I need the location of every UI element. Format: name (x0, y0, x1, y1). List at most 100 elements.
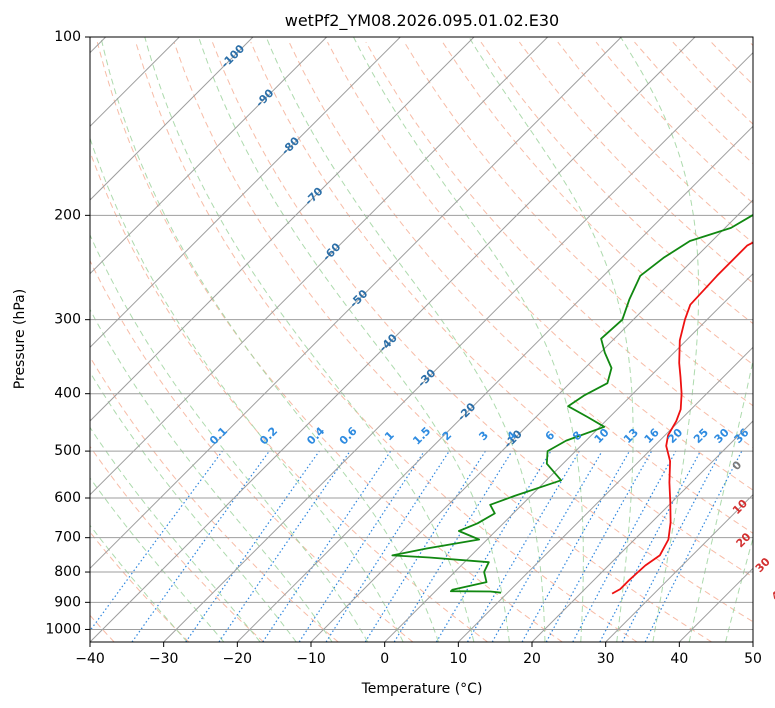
dry-adiabat (634, 41, 753, 165)
isotherm-line (90, 37, 401, 349)
isotherm-line (531, 420, 753, 642)
x-tick-label: −10 (296, 651, 326, 667)
dry-adiabat (710, 41, 753, 86)
moist-adiabat (688, 358, 753, 642)
dry-adiabat (90, 531, 190, 642)
moist-adiabat (144, 37, 475, 642)
y-axis-ticks: 100 200 300 400 500 600 700 800 900 1000 (45, 29, 90, 637)
moist-adiabat (620, 37, 700, 642)
dry-adiabat (90, 445, 264, 642)
mixing-ratio-lines (90, 450, 743, 642)
x-tick-label: 20 (523, 651, 541, 667)
moist-adiabat (90, 136, 404, 642)
mixing-ratio-line (325, 450, 450, 642)
mixing-ratio-line (393, 450, 513, 642)
mixing-ratio-label: 8 (570, 429, 585, 444)
chart-title: wetPf2_YM08.2026.095.01.02.E30 (285, 11, 559, 31)
dry-adiabat (135, 41, 638, 642)
moist-adiabat (90, 477, 225, 642)
mixing-ratio-label: 3 (476, 429, 491, 444)
plot-area (90, 37, 753, 642)
mixing-ratio-line (90, 450, 223, 632)
isotherm-line (236, 125, 753, 642)
temperature-profile (611, 241, 753, 595)
dry-adiabat (211, 41, 753, 623)
dry-adiabat (557, 41, 753, 244)
y-tick-label: 300 (54, 312, 81, 328)
y-tick-label: 1000 (45, 621, 81, 637)
y-axis-label: Pressure (hPa) (12, 289, 28, 389)
mixing-ratio-line (644, 450, 743, 642)
mixing-ratio-line (521, 450, 631, 642)
dry-adiabat (90, 356, 339, 642)
dry-adiabat (480, 41, 753, 325)
x-tick-label: 0 (380, 651, 389, 667)
moist-adiabat (90, 308, 333, 642)
moist-adiabat (90, 524, 188, 642)
x-tick-label: 10 (449, 651, 467, 667)
isotherm-line (605, 493, 753, 642)
isotherm-grid (90, 37, 753, 642)
mixing-ratio-label: 0.2 (257, 424, 280, 447)
moist-adiabat (198, 37, 510, 642)
isotherm-label: -60 (320, 240, 343, 263)
moist-adiabat (265, 37, 546, 642)
moist-adiabats (90, 37, 753, 642)
isotherm-line (163, 51, 753, 642)
dry-adiabat (403, 41, 753, 407)
x-tick-label: −40 (75, 651, 105, 667)
moist-adiabat (725, 536, 753, 642)
isotherm-line (90, 37, 328, 275)
isotherm-line (90, 37, 622, 570)
mixing-ratio-line (435, 450, 552, 642)
mixing-ratio-label: 30 (712, 426, 732, 446)
dry-adiabat (365, 41, 753, 449)
dry-adiabat (90, 259, 414, 642)
dry-adiabat (250, 41, 753, 578)
moist-adiabat (90, 233, 369, 642)
y-tick-label: 500 (54, 443, 81, 459)
x-tick-label: 30 (597, 651, 615, 667)
isotherm-line (90, 37, 254, 201)
moist-adiabat (90, 426, 261, 642)
x-tick-label: 40 (670, 651, 688, 667)
moist-adiabat (353, 37, 584, 642)
mixing-ratio-label: 6 (543, 428, 558, 443)
isotherm-line (384, 272, 753, 642)
isotherm-line (310, 199, 753, 642)
y-tick-label: 200 (54, 207, 81, 223)
plot-frame (89, 36, 754, 643)
moist-adiabat-label: 0 (730, 458, 745, 473)
moist-adiabat (468, 37, 634, 642)
mixing-ratio-line (218, 450, 351, 642)
y-tick-label: 600 (54, 490, 81, 506)
mixing-ratio-label: 1 (382, 429, 397, 444)
mixing-ratio-label: 1.5 (410, 424, 433, 447)
dewpoint-profile (391, 213, 753, 594)
isotherm-line (678, 567, 753, 642)
isotherm-line (90, 37, 549, 496)
x-tick-label: −30 (149, 651, 179, 667)
mixing-ratio-line (298, 450, 425, 642)
mixing-ratio-label: 13 (621, 426, 641, 446)
mixing-ratio-label: 0.1 (207, 424, 230, 447)
x-axis-ticks: −40 −30 −20 −10 0 10 20 30 40 50 (75, 642, 762, 667)
moist-adiabat (100, 37, 439, 642)
mixing-ratio-label: 2 (440, 429, 455, 444)
mixing-ratio-line (131, 450, 270, 642)
pressure-grid (90, 37, 753, 630)
mixing-ratio-label: 16 (642, 426, 662, 446)
isotherm-line (752, 641, 753, 642)
y-tick-label: 100 (54, 29, 81, 45)
mixing-ratio-line (262, 450, 392, 642)
x-tick-label: 50 (744, 651, 762, 667)
dry-adiabat (173, 41, 712, 642)
moist-adiabat-label: 30 (753, 555, 773, 575)
y-tick-label: 400 (54, 386, 81, 402)
moist-adiabat-label: 40 (769, 583, 775, 603)
moist-adiabat-label: 20 (734, 530, 754, 550)
isotherm-label: -50 (347, 287, 370, 310)
mixing-ratio-line (572, 450, 677, 642)
data-series (391, 213, 753, 595)
